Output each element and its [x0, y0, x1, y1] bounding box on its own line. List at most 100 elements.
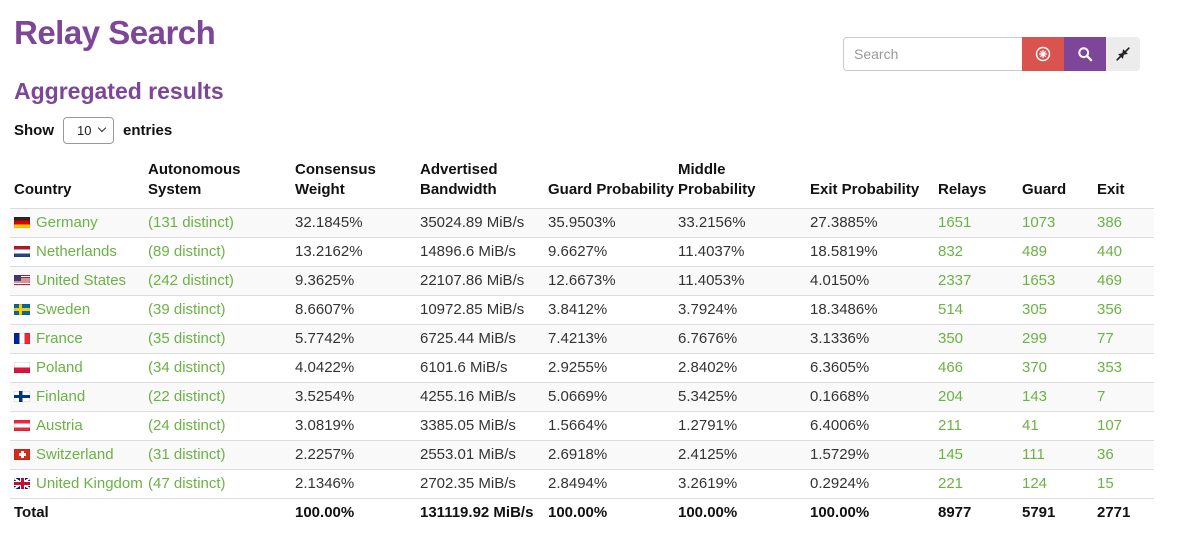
- exit-probability-cell: 18.3486%: [806, 294, 934, 324]
- search-icon: [1077, 46, 1093, 62]
- exit-probability-cell: 6.4006%: [806, 410, 934, 440]
- exit-link[interactable]: 469: [1097, 271, 1123, 289]
- total-exit: 2771: [1093, 497, 1154, 527]
- exit-link[interactable]: 36: [1097, 445, 1114, 463]
- column-header-consensus-weight[interactable]: Consensus Weight: [291, 158, 416, 209]
- relays-link[interactable]: 350: [938, 329, 964, 347]
- exit-link[interactable]: 107: [1097, 416, 1123, 434]
- advertised-bandwidth-cell: 6101.6 MiB/s: [416, 352, 544, 382]
- guard-probability-cell: 2.6918%: [544, 439, 674, 469]
- total-middle-probability: 100.00%: [674, 497, 806, 527]
- relays-link[interactable]: 221: [938, 474, 964, 492]
- advertised-bandwidth-cell: 2702.35 MiB/s: [416, 468, 544, 498]
- exit-cell: 356: [1093, 294, 1154, 324]
- table-row: Finland (22 distinct) 3.5254% 4255.16 MiB/s…: [10, 381, 1154, 411]
- exit-link[interactable]: 356: [1097, 300, 1123, 318]
- guard-link[interactable]: 1653: [1022, 271, 1056, 289]
- exit-link[interactable]: 15: [1097, 474, 1114, 492]
- consensus-weight-cell: 13.2162%: [291, 236, 416, 266]
- exit-link[interactable]: 353: [1097, 358, 1123, 376]
- country-link[interactable]: Poland: [36, 358, 83, 376]
- as-cell: (35 distinct): [144, 323, 291, 353]
- table-row: Austria (24 distinct) 3.0819% 3385.05 MiB/s…: [10, 410, 1154, 440]
- column-header-advertised-bandwidth[interactable]: Advertised Bandwidth: [416, 158, 544, 209]
- guard-cell: 1653: [1018, 265, 1093, 295]
- table-row: Poland (34 distinct) 4.0422% 6101.6 MiB/s 2.…: [10, 352, 1154, 382]
- advertised-bandwidth-cell: 6725.44 MiB/s: [416, 323, 544, 353]
- gb-flag-icon: [14, 477, 30, 489]
- guard-link[interactable]: 1073: [1022, 213, 1056, 231]
- as-cell: (22 distinct): [144, 381, 291, 411]
- search-button[interactable]: [1064, 37, 1106, 71]
- country-link[interactable]: United States: [36, 271, 127, 289]
- guard-link[interactable]: 305: [1022, 300, 1048, 318]
- se-flag-icon: [14, 303, 30, 315]
- guard-link[interactable]: 370: [1022, 358, 1048, 376]
- exit-probability-cell: 1.5729%: [806, 439, 934, 469]
- country-link[interactable]: Finland: [36, 387, 86, 405]
- relays-cell: 145: [934, 439, 1018, 469]
- advertised-bandwidth-cell: 14896.6 MiB/s: [416, 236, 544, 266]
- exit-link[interactable]: 440: [1097, 242, 1123, 260]
- relays-link[interactable]: 211: [938, 416, 962, 434]
- relays-link[interactable]: 466: [938, 358, 964, 376]
- search-group: [843, 37, 1140, 71]
- relays-link[interactable]: 204: [938, 387, 964, 405]
- guard-link[interactable]: 124: [1022, 474, 1048, 492]
- guard-link[interactable]: 111: [1022, 445, 1045, 463]
- exit-cell: 386: [1093, 208, 1154, 237]
- column-header-country[interactable]: Country: [10, 158, 144, 209]
- as-cell: (24 distinct): [144, 410, 291, 440]
- relays-link[interactable]: 1651: [938, 213, 972, 231]
- middle-probability-cell: 1.2791%: [674, 410, 806, 440]
- country-link[interactable]: Sweden: [36, 300, 91, 318]
- country-link[interactable]: Switzerland: [36, 445, 114, 463]
- country-cell: Sweden: [10, 294, 144, 324]
- column-header-guard[interactable]: Guard: [1018, 158, 1093, 209]
- consensus-weight-cell: 2.2257%: [291, 439, 416, 469]
- collapse-search-button[interactable]: [1106, 37, 1140, 71]
- guard-link[interactable]: 299: [1022, 329, 1048, 347]
- column-header-autonomous-system[interactable]: Autonomous System: [144, 158, 291, 209]
- exit-cell: 36: [1093, 439, 1154, 469]
- entries-select[interactable]: 10: [63, 117, 114, 144]
- as-cell: (34 distinct): [144, 352, 291, 382]
- column-header-guard-probability[interactable]: Guard Probability: [544, 158, 674, 209]
- relays-link[interactable]: 832: [938, 242, 964, 260]
- middle-probability-cell: 33.2156%: [678, 213, 746, 231]
- clear-search-button[interactable]: [1022, 37, 1064, 71]
- as-distinct-label: (34 distinct): [148, 358, 226, 376]
- column-header-exit[interactable]: Exit: [1093, 158, 1154, 209]
- exit-link[interactable]: 386: [1097, 213, 1123, 231]
- section-title: Aggregated results: [14, 78, 224, 104]
- exit-cell: 7: [1093, 381, 1154, 411]
- relays-cell: 514: [934, 294, 1018, 324]
- as-cell: (131 distinct): [144, 208, 291, 237]
- guard-probability-cell: 12.6673%: [544, 265, 674, 295]
- as-distinct-label: (89 distinct): [148, 242, 226, 260]
- advertised-bandwidth-cell: 22107.86 MiB/s: [416, 265, 544, 295]
- search-input[interactable]: [843, 37, 1023, 71]
- advertised-bandwidth-cell: 35024.89 MiB/s: [420, 213, 525, 231]
- guard-link[interactable]: 143: [1022, 387, 1048, 405]
- country-link[interactable]: Netherlands: [36, 242, 117, 260]
- column-header-middle-probability[interactable]: Middle Probability: [674, 158, 806, 209]
- country-link[interactable]: United Kingdom: [36, 474, 143, 492]
- guard-link[interactable]: 489: [1022, 242, 1048, 260]
- exit-link[interactable]: 77: [1097, 329, 1114, 347]
- exit-link[interactable]: 7: [1097, 387, 1106, 405]
- relays-link[interactable]: 514: [938, 300, 964, 318]
- guard-link[interactable]: 41: [1022, 416, 1039, 434]
- table-row: France (35 distinct) 5.7742% 6725.44 MiB/s 7…: [10, 323, 1154, 353]
- relays-link[interactable]: 2337: [938, 271, 972, 289]
- as-cell: (31 distinct): [144, 439, 291, 469]
- country-link[interactable]: France: [36, 329, 83, 347]
- column-header-exit-probability[interactable]: Exit Probability: [806, 158, 934, 209]
- relays-link[interactable]: 145: [938, 445, 964, 463]
- consensus-weight-cell: 3.0819%: [291, 410, 416, 440]
- country-link[interactable]: Austria: [36, 416, 83, 434]
- column-header-relays[interactable]: Relays: [934, 158, 1018, 209]
- us-flag-icon: [14, 274, 30, 286]
- guard-cell: 143: [1018, 381, 1093, 411]
- country-link[interactable]: Germany: [36, 213, 98, 231]
